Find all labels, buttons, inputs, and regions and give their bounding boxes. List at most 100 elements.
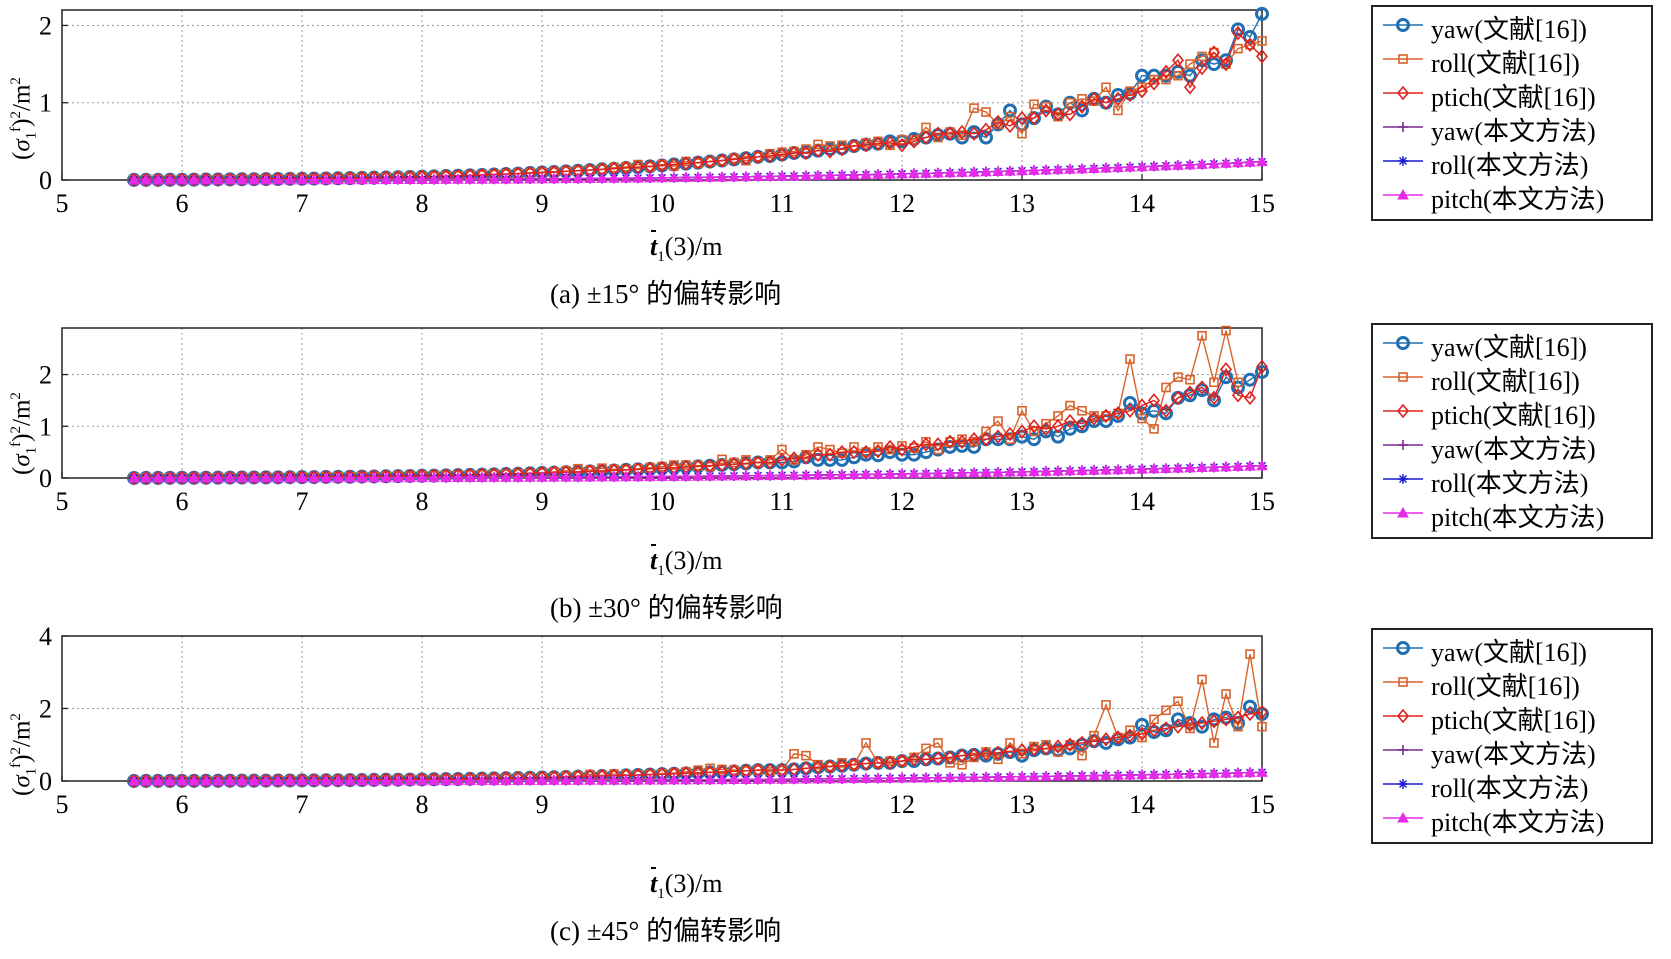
data-point [1231,710,1245,725]
data-point [1243,30,1257,45]
data-point [776,469,788,480]
data-point [716,773,728,785]
data-point [1111,91,1125,107]
data-point [944,467,956,478]
data-point [199,773,213,789]
data-point [260,471,272,483]
data-point [200,471,212,483]
legend-label: ptich(文献[16]) [1431,83,1596,112]
diamond-icon [1396,708,1410,724]
data-point [404,471,416,483]
y-axis-label-b: (σ1f)2/m2 [8,392,40,475]
data-point [943,126,957,141]
plot-svg-c: 5 6 7 8 9 10 11 12 13 14 15 0 2 4 [39,622,1275,819]
data-point [212,471,224,483]
data-point [1075,737,1089,752]
data-point [380,774,392,786]
data-point [1220,460,1232,472]
data-point [691,155,705,170]
triangle-icon [1397,188,1409,200]
legend-label: yaw(本文方法) [1431,117,1596,146]
x-tick-label: 9 [536,189,549,218]
data-point [464,774,476,786]
data-point [224,173,236,185]
data-point [752,773,764,784]
data-point [380,471,392,483]
data-point [823,759,837,774]
data-point [824,468,836,480]
series-triangle [128,766,1268,786]
data-point [320,471,332,483]
data-point [944,166,956,178]
data-point [751,149,765,165]
data-point [739,150,753,166]
data-point [1209,738,1219,748]
x-tick-label: 15 [1249,487,1275,516]
x-tick-label: 5 [56,189,69,218]
data-point [368,471,380,483]
chart-panel-a: 5 6 7 8 9 10 11 12 13 14 15 0 1 2 (σ1f)2/m2 t1(3)/m (… [0,0,1671,310]
data-point [536,471,548,482]
legend-item: yaw(文献[16]) [1373,325,1651,362]
data-point [1123,87,1137,103]
data-point [392,173,404,185]
data-point [1159,406,1173,421]
data-point [1003,426,1017,442]
data-point [1135,83,1149,99]
data-point [127,470,141,486]
data-point [428,173,440,184]
legend-label: yaw(本文方法) [1431,740,1596,769]
data-point [476,471,488,482]
data-point [428,471,440,483]
data-point [1016,164,1028,176]
x-tick-label: 11 [769,487,794,516]
data-point [632,774,644,785]
star-icon [1383,779,1423,789]
data-point [560,774,572,785]
square-icon [1383,372,1423,382]
data-point [896,167,908,179]
data-point [931,751,945,766]
data-point [1015,742,1029,758]
data-point [1112,161,1124,173]
data-point [1232,766,1244,778]
data-point [1197,674,1207,685]
data-point [1077,750,1087,761]
data-point [895,137,909,153]
data-point [1100,769,1112,780]
data-point [596,172,608,183]
data-point [584,172,596,184]
data-point [919,752,933,767]
data-point [1208,767,1220,778]
data-point [224,774,236,786]
data-point [1256,766,1268,777]
data-point [1124,463,1136,474]
data-point [836,772,848,784]
data-point [127,172,141,188]
data-point [955,434,969,450]
data-point [1087,91,1101,107]
x-tick-label: 12 [889,487,915,516]
data-point [968,166,980,177]
data-point [667,157,681,172]
data-point [1005,434,1015,445]
data-point [512,172,524,184]
x-tick-label: 15 [1249,189,1275,218]
data-point [284,471,296,483]
x-axis-label-b: t1(3)/m [650,544,723,580]
x-tick-label: 10 [649,790,675,819]
data-point [187,470,201,485]
legend-c: yaw(文献[16]) roll(文献[16]) ptich(文献[16]) yaw(… [1371,628,1653,844]
data-point [1245,649,1255,659]
data-point [1219,712,1233,727]
data-point [151,172,165,188]
data-point [1184,767,1196,779]
data-point [524,774,536,785]
data-point [1184,461,1196,473]
data-point [332,774,344,786]
data-point [260,774,272,786]
data-point [907,752,921,767]
data-point [680,773,692,785]
data-point [896,467,908,479]
data-point [176,774,188,786]
